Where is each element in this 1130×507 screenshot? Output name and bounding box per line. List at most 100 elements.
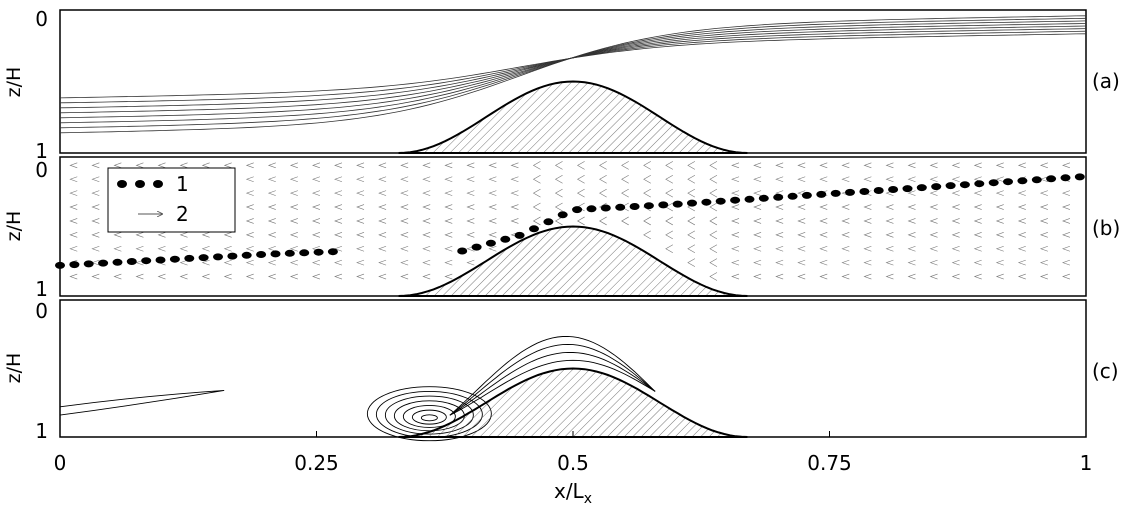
vector-arrow: [267, 273, 276, 280]
panel-a-ytick-1: 1: [35, 139, 48, 163]
vector-arrow: [466, 176, 475, 183]
vector-arrow: [621, 174, 629, 184]
vector-arrow: [731, 232, 740, 238]
vector-arrow: [841, 162, 850, 169]
vector-arrow: [91, 232, 100, 238]
vector-arrow: [753, 204, 762, 210]
vector-arrow: [245, 232, 254, 238]
vector-arrow: [334, 273, 343, 280]
vector-arrow: [532, 202, 541, 212]
legend-label-2: 2: [176, 202, 189, 226]
series-1-point: [270, 250, 281, 258]
vector-arrow: [1039, 259, 1048, 266]
series-1-point: [773, 193, 784, 201]
vector-arrow: [113, 273, 122, 280]
vector-arrow: [532, 188, 541, 198]
series-1-point: [299, 249, 310, 257]
vector-arrow: [1017, 162, 1026, 169]
vector-arrow: [797, 259, 806, 266]
vector-arrow: [731, 273, 740, 280]
vector-arrow: [841, 232, 850, 238]
vector-arrow: [643, 216, 651, 226]
panel-b-label: (b): [1092, 216, 1120, 240]
vector-arrow: [709, 216, 718, 226]
vector-arrow: [69, 232, 78, 238]
vector-arrow: [267, 259, 276, 266]
vector-arrow: [643, 230, 651, 240]
series-1-point: [69, 261, 80, 269]
vector-arrow: [69, 190, 78, 196]
panel-b-ytick-0: 0: [35, 158, 48, 182]
vector-arrow: [69, 176, 78, 183]
vector-arrow: [488, 232, 497, 238]
vector-arrow: [687, 216, 696, 226]
vector-arrow: [400, 190, 409, 196]
vector-arrow: [1017, 218, 1026, 224]
recirculation-contour: [402, 405, 456, 428]
vector-arrow: [91, 245, 100, 252]
vector-arrow: [973, 204, 982, 210]
vector-arrow: [995, 204, 1004, 210]
vector-arrow: [223, 162, 232, 169]
vector-arrow: [510, 176, 519, 183]
vector-arrow: [973, 190, 982, 196]
series-1-point: [902, 185, 913, 193]
vector-arrow: [444, 245, 453, 252]
vector-arrow: [863, 176, 872, 183]
vector-arrow: [400, 232, 409, 238]
series-1-point: [615, 203, 626, 211]
vector-arrow: [356, 259, 365, 266]
vector-arrow: [91, 273, 100, 280]
recirculation-contour: [420, 414, 438, 422]
vector-arrow: [444, 204, 453, 210]
vector-arrow: [995, 273, 1004, 280]
vector-arrow: [554, 216, 563, 226]
series-1-point: [213, 253, 223, 261]
vector-arrow: [488, 190, 497, 196]
vector-arrow: [510, 204, 519, 210]
series-1-point: [787, 192, 798, 200]
series-1-point: [945, 182, 956, 190]
vector-arrow: [422, 190, 431, 196]
vector-arrow: [312, 204, 321, 210]
vector-arrow: [643, 188, 651, 198]
vector-arrow: [687, 161, 696, 170]
vector-arrow: [1062, 190, 1071, 196]
vector-arrow: [532, 161, 541, 170]
vector-arrow: [466, 218, 475, 224]
vector-arrow: [245, 176, 254, 183]
vector-arrow: [775, 259, 784, 266]
vector-arrow: [135, 232, 144, 238]
vector-arrow: [422, 162, 431, 169]
vector-arrow: [753, 218, 762, 224]
vector-arrow: [422, 259, 431, 266]
vector-arrow: [577, 174, 585, 184]
vector-arrow: [422, 204, 431, 210]
vector-arrow: [422, 245, 431, 252]
vector-arrow: [753, 232, 762, 238]
vector-arrow: [312, 273, 321, 280]
vector-arrow: [400, 259, 409, 266]
series-1-point: [457, 247, 468, 255]
vector-arrow: [356, 218, 365, 224]
vector-arrow: [687, 230, 696, 240]
vector-arrow: [929, 218, 938, 224]
vector-arrow: [1062, 259, 1071, 266]
series-1-point: [730, 196, 741, 204]
vector-arrow: [488, 162, 497, 169]
panel-c-ytick-1: 1: [35, 419, 48, 443]
panel-a-contours: [59, 15, 1087, 134]
vector-arrow: [179, 232, 188, 238]
vector-arrow: [444, 259, 453, 266]
contour-line: [449, 335, 656, 416]
vector-arrow: [1062, 245, 1071, 252]
series-1-point: [1017, 177, 1028, 185]
panel-b-ylabel: z/H: [3, 211, 25, 242]
vector-arrow: [973, 232, 982, 238]
series-1-point: [916, 184, 927, 192]
vector-arrow: [731, 204, 740, 210]
vector-arrow: [223, 232, 232, 238]
vector-arrow: [422, 273, 431, 280]
vector-arrow: [488, 245, 497, 252]
vector-arrow: [929, 273, 938, 280]
